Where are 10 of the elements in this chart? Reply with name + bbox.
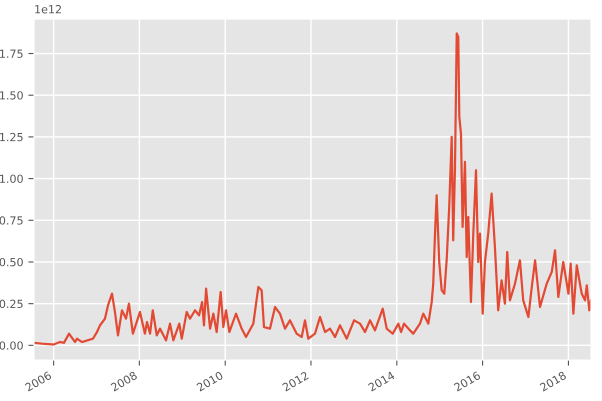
text: 1e12 xyxy=(35,5,61,14)
y-tick-label: 1.50 xyxy=(0,91,23,100)
y-tick-label: 0.50 xyxy=(0,258,23,266)
y-tick-label: 0.00 xyxy=(0,341,23,350)
line-series xyxy=(34,32,591,346)
y-tick-label: 0.25 xyxy=(0,300,23,308)
y-tick-label: 0.75 xyxy=(0,216,23,225)
y-tick-label: 1.75 xyxy=(0,50,23,58)
y-tick-label: 1.00 xyxy=(0,174,23,183)
y-tick-label: 1.25 xyxy=(0,132,23,142)
